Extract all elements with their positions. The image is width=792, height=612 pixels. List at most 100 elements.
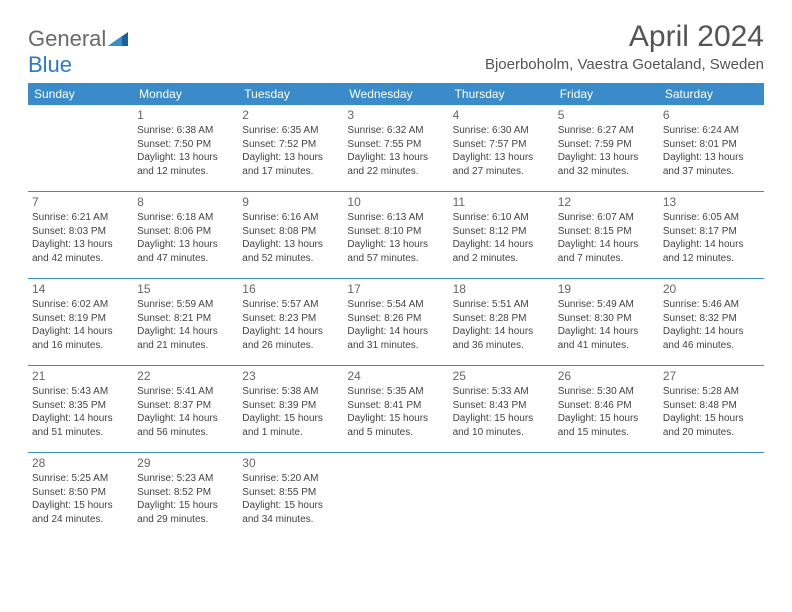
sunrise-text: Sunrise: 6:35 AM — [242, 124, 339, 138]
sunset-text: Sunset: 8:41 PM — [347, 399, 444, 413]
sunrise-text: Sunrise: 5:28 AM — [663, 385, 760, 399]
calendar-cell — [449, 453, 554, 540]
calendar-cell: 27Sunrise: 5:28 AMSunset: 8:48 PMDayligh… — [659, 366, 764, 453]
day-number: 14 — [32, 281, 129, 297]
calendar-cell: 24Sunrise: 5:35 AMSunset: 8:41 PMDayligh… — [343, 366, 448, 453]
day-number: 19 — [558, 281, 655, 297]
sunrise-text: Sunrise: 5:33 AM — [453, 385, 550, 399]
daylight-text: Daylight: 13 hours and 57 minutes. — [347, 238, 444, 265]
daylight-text: Daylight: 15 hours and 5 minutes. — [347, 412, 444, 439]
calendar-cell: 20Sunrise: 5:46 AMSunset: 8:32 PMDayligh… — [659, 279, 764, 366]
day-number: 8 — [137, 194, 234, 210]
day-number: 30 — [242, 455, 339, 471]
sunrise-text: Sunrise: 6:16 AM — [242, 211, 339, 225]
calendar-cell: 21Sunrise: 5:43 AMSunset: 8:35 PMDayligh… — [28, 366, 133, 453]
sunset-text: Sunset: 7:57 PM — [453, 138, 550, 152]
day-number: 20 — [663, 281, 760, 297]
day-number: 26 — [558, 368, 655, 384]
daylight-text: Daylight: 13 hours and 17 minutes. — [242, 151, 339, 178]
day-number: 1 — [137, 107, 234, 123]
calendar-cell: 12Sunrise: 6:07 AMSunset: 8:15 PMDayligh… — [554, 192, 659, 279]
day-number: 6 — [663, 107, 760, 123]
sunrise-text: Sunrise: 5:41 AM — [137, 385, 234, 399]
sunrise-text: Sunrise: 5:23 AM — [137, 472, 234, 486]
sunrise-text: Sunrise: 6:02 AM — [32, 298, 129, 312]
calendar-row: 7Sunrise: 6:21 AMSunset: 8:03 PMDaylight… — [28, 192, 764, 279]
sunrise-text: Sunrise: 6:32 AM — [347, 124, 444, 138]
daylight-text: Daylight: 14 hours and 7 minutes. — [558, 238, 655, 265]
daylight-text: Daylight: 14 hours and 36 minutes. — [453, 325, 550, 352]
sunrise-text: Sunrise: 6:27 AM — [558, 124, 655, 138]
calendar-cell: 6Sunrise: 6:24 AMSunset: 8:01 PMDaylight… — [659, 105, 764, 192]
sunset-text: Sunset: 8:30 PM — [558, 312, 655, 326]
daylight-text: Daylight: 14 hours and 46 minutes. — [663, 325, 760, 352]
calendar-row: 1Sunrise: 6:38 AMSunset: 7:50 PMDaylight… — [28, 105, 764, 192]
day-number: 23 — [242, 368, 339, 384]
daylight-text: Daylight: 14 hours and 31 minutes. — [347, 325, 444, 352]
day-number: 24 — [347, 368, 444, 384]
sunset-text: Sunset: 8:52 PM — [137, 486, 234, 500]
day-number: 11 — [453, 194, 550, 210]
calendar-cell — [28, 105, 133, 192]
daylight-text: Daylight: 13 hours and 37 minutes. — [663, 151, 760, 178]
calendar-cell: 29Sunrise: 5:23 AMSunset: 8:52 PMDayligh… — [133, 453, 238, 540]
daylight-text: Daylight: 14 hours and 41 minutes. — [558, 325, 655, 352]
calendar-cell: 14Sunrise: 6:02 AMSunset: 8:19 PMDayligh… — [28, 279, 133, 366]
day-number: 9 — [242, 194, 339, 210]
daylight-text: Daylight: 13 hours and 22 minutes. — [347, 151, 444, 178]
sunset-text: Sunset: 7:50 PM — [137, 138, 234, 152]
calendar-row: 28Sunrise: 5:25 AMSunset: 8:50 PMDayligh… — [28, 453, 764, 540]
sunset-text: Sunset: 8:19 PM — [32, 312, 129, 326]
day-number: 5 — [558, 107, 655, 123]
daylight-text: Daylight: 15 hours and 34 minutes. — [242, 499, 339, 526]
weekday-header: Monday — [133, 83, 238, 105]
daylight-text: Daylight: 14 hours and 12 minutes. — [663, 238, 760, 265]
sunset-text: Sunset: 8:26 PM — [347, 312, 444, 326]
day-number: 7 — [32, 194, 129, 210]
weekday-header: Friday — [554, 83, 659, 105]
calendar-cell: 19Sunrise: 5:49 AMSunset: 8:30 PMDayligh… — [554, 279, 659, 366]
day-number: 3 — [347, 107, 444, 123]
sunset-text: Sunset: 8:43 PM — [453, 399, 550, 413]
weekday-header: Saturday — [659, 83, 764, 105]
calendar-row: 21Sunrise: 5:43 AMSunset: 8:35 PMDayligh… — [28, 366, 764, 453]
daylight-text: Daylight: 14 hours and 56 minutes. — [137, 412, 234, 439]
day-number: 17 — [347, 281, 444, 297]
weekday-header: Sunday — [28, 83, 133, 105]
calendar-row: 14Sunrise: 6:02 AMSunset: 8:19 PM Dayligh… — [28, 279, 764, 366]
sunrise-text: Sunrise: 6:24 AM — [663, 124, 760, 138]
calendar-cell: 4Sunrise: 6:30 AMSunset: 7:57 PMDaylight… — [449, 105, 554, 192]
calendar-cell: 1Sunrise: 6:38 AMSunset: 7:50 PMDaylight… — [133, 105, 238, 192]
calendar-cell: 26Sunrise: 5:30 AMSunset: 8:46 PMDayligh… — [554, 366, 659, 453]
calendar-cell — [659, 453, 764, 540]
sunrise-text: Sunrise: 5:59 AM — [137, 298, 234, 312]
daylight-text: Daylight: 13 hours and 47 minutes. — [137, 238, 234, 265]
weekday-header: Wednesday — [343, 83, 448, 105]
calendar-cell: 28Sunrise: 5:25 AMSunset: 8:50 PMDayligh… — [28, 453, 133, 540]
location-label: Bjoerboholm, Vaestra Goetaland, Sweden — [485, 56, 764, 73]
sunset-text: Sunset: 8:21 PM — [137, 312, 234, 326]
calendar-cell: 16Sunrise: 5:57 AMSunset: 8:23 PMDayligh… — [238, 279, 343, 366]
day-number: 27 — [663, 368, 760, 384]
sunrise-text: Sunrise: 5:35 AM — [347, 385, 444, 399]
daylight-text: Daylight: 13 hours and 32 minutes. — [558, 151, 655, 178]
daylight-text: Daylight: 15 hours and 15 minutes. — [558, 412, 655, 439]
sunrise-text: Sunrise: 5:51 AM — [453, 298, 550, 312]
sunset-text: Sunset: 8:35 PM — [32, 399, 129, 413]
sunrise-text: Sunrise: 5:46 AM — [663, 298, 760, 312]
calendar-cell: 11Sunrise: 6:10 AMSunset: 8:12 PMDayligh… — [449, 192, 554, 279]
calendar-cell — [554, 453, 659, 540]
sunrise-text: Sunrise: 6:10 AM — [453, 211, 550, 225]
calendar-cell: 25Sunrise: 5:33 AMSunset: 8:43 PMDayligh… — [449, 366, 554, 453]
sunrise-text: Sunrise: 5:43 AM — [32, 385, 129, 399]
daylight-text: Daylight: 14 hours and 2 minutes. — [453, 238, 550, 265]
sunset-text: Sunset: 8:01 PM — [663, 138, 760, 152]
day-number: 25 — [453, 368, 550, 384]
calendar-cell: 7Sunrise: 6:21 AMSunset: 8:03 PMDaylight… — [28, 192, 133, 279]
calendar-cell: 15Sunrise: 5:59 AMSunset: 8:21 PMDayligh… — [133, 279, 238, 366]
day-number: 15 — [137, 281, 234, 297]
sunrise-text: Sunrise: 5:30 AM — [558, 385, 655, 399]
calendar-cell: 2Sunrise: 6:35 AMSunset: 7:52 PMDaylight… — [238, 105, 343, 192]
daylight-text: Daylight: 15 hours and 20 minutes. — [663, 412, 760, 439]
logo-part1: General — [28, 26, 106, 51]
